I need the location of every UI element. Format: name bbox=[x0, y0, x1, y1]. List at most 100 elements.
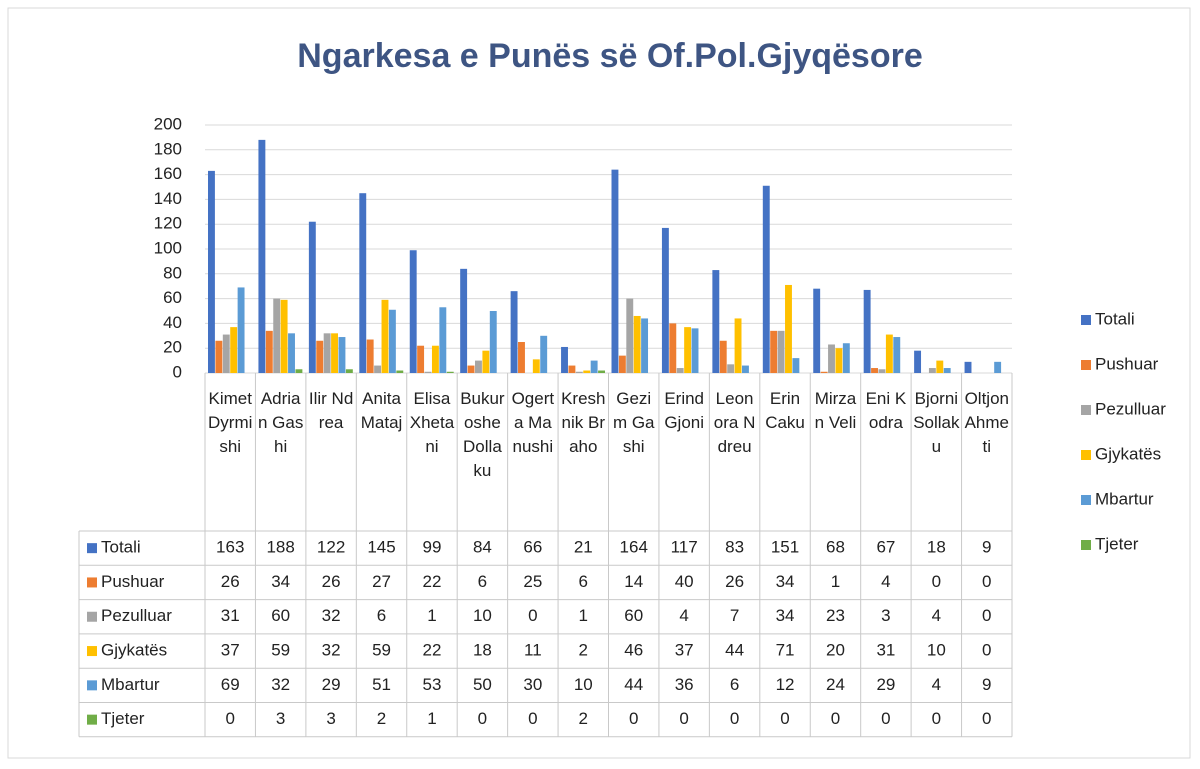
bar bbox=[308, 221, 316, 373]
legend-key bbox=[1081, 450, 1091, 460]
bar bbox=[878, 369, 886, 373]
table-value: 0 bbox=[982, 572, 991, 591]
bar bbox=[409, 250, 417, 373]
table-value: 0 bbox=[831, 709, 840, 728]
bar bbox=[575, 371, 583, 373]
category-label: Oltjon Ahmeti bbox=[964, 389, 1009, 456]
category-label: Elisa Xhetani bbox=[409, 389, 455, 456]
table-value: 40 bbox=[675, 572, 694, 591]
table-value: 0 bbox=[780, 709, 789, 728]
bar bbox=[828, 344, 835, 373]
table-value: 1 bbox=[831, 572, 840, 591]
bar bbox=[626, 298, 634, 373]
bar bbox=[510, 291, 518, 373]
y-tick-label: 140 bbox=[154, 189, 182, 208]
table-value: 32 bbox=[322, 606, 341, 625]
table-value: 34 bbox=[776, 606, 795, 625]
table-value: 0 bbox=[225, 709, 234, 728]
table-value: 22 bbox=[423, 641, 442, 660]
row-label: Tjeter bbox=[101, 709, 145, 728]
legend-key bbox=[1081, 360, 1091, 370]
bar bbox=[691, 328, 699, 373]
table-value: 4 bbox=[881, 572, 890, 591]
bar bbox=[431, 345, 439, 373]
table-value: 0 bbox=[528, 709, 537, 728]
bar bbox=[237, 287, 245, 373]
y-tick-label: 120 bbox=[154, 214, 182, 233]
row-label: Gjykatës bbox=[101, 641, 167, 660]
category-label: Leonora Ndreu bbox=[713, 389, 756, 456]
bar bbox=[994, 361, 1002, 373]
bar bbox=[258, 139, 266, 373]
table-value: 12 bbox=[776, 675, 795, 694]
category-label: Erin Caku bbox=[765, 389, 805, 432]
table-value: 0 bbox=[932, 572, 941, 591]
table-value: 3 bbox=[276, 709, 285, 728]
bar bbox=[540, 335, 548, 373]
bar bbox=[842, 343, 850, 373]
category-label: Mirzan Veli bbox=[814, 389, 857, 432]
legend-label: Tjeter bbox=[1095, 534, 1139, 553]
category-label: Adrian Gashi bbox=[257, 389, 304, 456]
table-value: 0 bbox=[982, 641, 991, 660]
table-value: 34 bbox=[271, 572, 290, 591]
table-value: 10 bbox=[473, 606, 492, 625]
bar bbox=[618, 355, 626, 373]
table-value: 7 bbox=[730, 606, 739, 625]
table-value: 26 bbox=[725, 572, 744, 591]
table-value: 60 bbox=[271, 606, 290, 625]
bar bbox=[885, 334, 893, 373]
bar bbox=[467, 365, 475, 373]
table-value: 84 bbox=[473, 538, 492, 557]
bar bbox=[785, 284, 792, 373]
legend-label: Pushuar bbox=[1095, 354, 1159, 373]
category-label: Eni Kodra bbox=[865, 389, 907, 432]
bar bbox=[871, 368, 878, 373]
legend-key bbox=[1081, 405, 1091, 415]
table-value: 66 bbox=[523, 538, 542, 557]
table-value: 1 bbox=[579, 606, 588, 625]
bar bbox=[835, 348, 843, 373]
bar bbox=[914, 350, 922, 373]
bar bbox=[719, 340, 727, 373]
bar bbox=[590, 360, 598, 373]
legend-label: Pezulluar bbox=[1095, 399, 1166, 418]
bar bbox=[359, 193, 367, 373]
y-tick-label: 180 bbox=[154, 139, 182, 158]
table-value: 6 bbox=[478, 572, 487, 591]
table-value: 36 bbox=[675, 675, 694, 694]
bar bbox=[633, 315, 641, 373]
table-value: 46 bbox=[624, 641, 643, 660]
table-value: 71 bbox=[776, 641, 795, 660]
table-value: 67 bbox=[876, 538, 895, 557]
table-value: 32 bbox=[271, 675, 290, 694]
table-value: 151 bbox=[771, 538, 799, 557]
table-value: 3 bbox=[881, 606, 890, 625]
table-value: 51 bbox=[372, 675, 391, 694]
table-value: 0 bbox=[932, 709, 941, 728]
table-value: 6 bbox=[730, 675, 739, 694]
bar bbox=[230, 327, 238, 373]
table-value: 9 bbox=[982, 538, 991, 557]
row-key bbox=[87, 611, 97, 622]
table-value: 14 bbox=[624, 572, 643, 591]
table-value: 3 bbox=[326, 709, 335, 728]
bar bbox=[316, 340, 324, 373]
table-value: 50 bbox=[473, 675, 492, 694]
table-value: 163 bbox=[216, 538, 244, 557]
table-value: 44 bbox=[624, 675, 643, 694]
table-value: 0 bbox=[730, 709, 739, 728]
table-value: 2 bbox=[579, 641, 588, 660]
legend-key bbox=[1081, 315, 1091, 325]
bar bbox=[936, 360, 944, 373]
bar bbox=[489, 311, 497, 373]
bar bbox=[273, 298, 281, 373]
table-value: 18 bbox=[927, 538, 946, 557]
table-value: 188 bbox=[266, 538, 294, 557]
bar bbox=[439, 307, 447, 373]
bar bbox=[288, 333, 295, 373]
table-value: 34 bbox=[776, 572, 795, 591]
category-label: Bukuroshe Dollaku bbox=[460, 389, 505, 480]
bar bbox=[863, 289, 871, 373]
bar bbox=[813, 288, 821, 373]
